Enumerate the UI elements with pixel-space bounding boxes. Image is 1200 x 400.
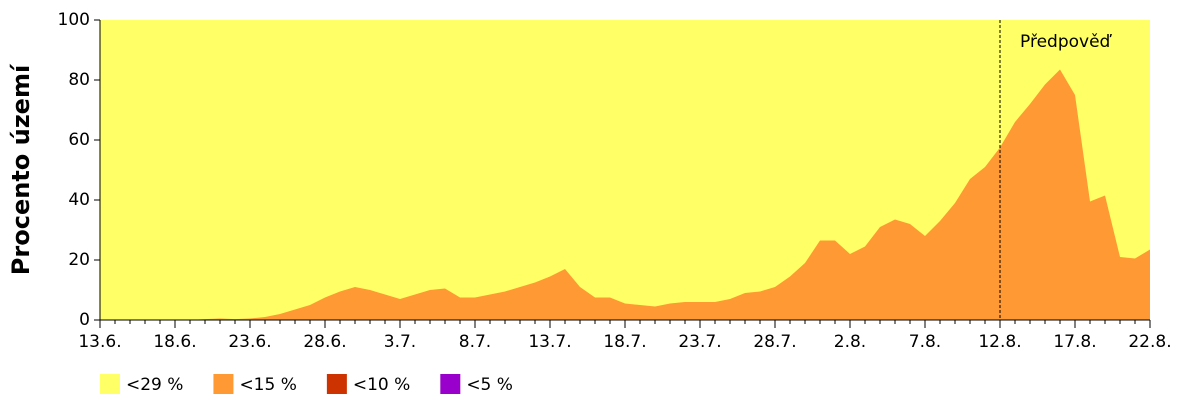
y-tick-label: 0 (79, 310, 90, 330)
x-tick-label: 18.6. (153, 332, 196, 352)
y-axis-label: Procento území (7, 63, 35, 275)
x-tick-label: 13.6. (78, 332, 121, 352)
y-tick-label: 60 (68, 130, 90, 150)
x-tick-label: 28.7. (753, 332, 796, 352)
y-tick-label: 40 (68, 190, 90, 210)
x-tick-label: 17.8. (1053, 332, 1096, 352)
legend-label: <15 % (239, 375, 296, 395)
legend-label: <10 % (353, 375, 410, 395)
legend-label: <29 % (126, 375, 183, 395)
x-tick-label: 23.6. (228, 332, 271, 352)
x-tick-label: 12.8. (978, 332, 1021, 352)
x-tick-label: 2.8. (834, 332, 866, 352)
annotation: Předpověď (1020, 32, 1113, 52)
y-tick-label: 100 (58, 10, 90, 30)
legend-swatch (213, 374, 234, 394)
x-tick-label: 13.7. (528, 332, 571, 352)
x-tick-label: 28.6. (303, 332, 346, 352)
x-tick-label: 18.7. (603, 332, 646, 352)
legend-label: <5 % (466, 375, 513, 395)
legend-swatch (440, 374, 461, 394)
y-tick-label: 20 (68, 250, 90, 270)
x-tick-label: 3.7. (384, 332, 416, 352)
legend-swatch (326, 374, 347, 394)
x-tick-label: 7.8. (909, 332, 941, 352)
legend-swatch (100, 374, 120, 394)
x-tick-label: 22.8. (1128, 332, 1171, 352)
y-tick-label: 80 (68, 70, 90, 90)
x-tick-label: 23.7. (678, 332, 721, 352)
x-tick-label: 8.7. (459, 332, 491, 352)
area (100, 69, 1150, 320)
